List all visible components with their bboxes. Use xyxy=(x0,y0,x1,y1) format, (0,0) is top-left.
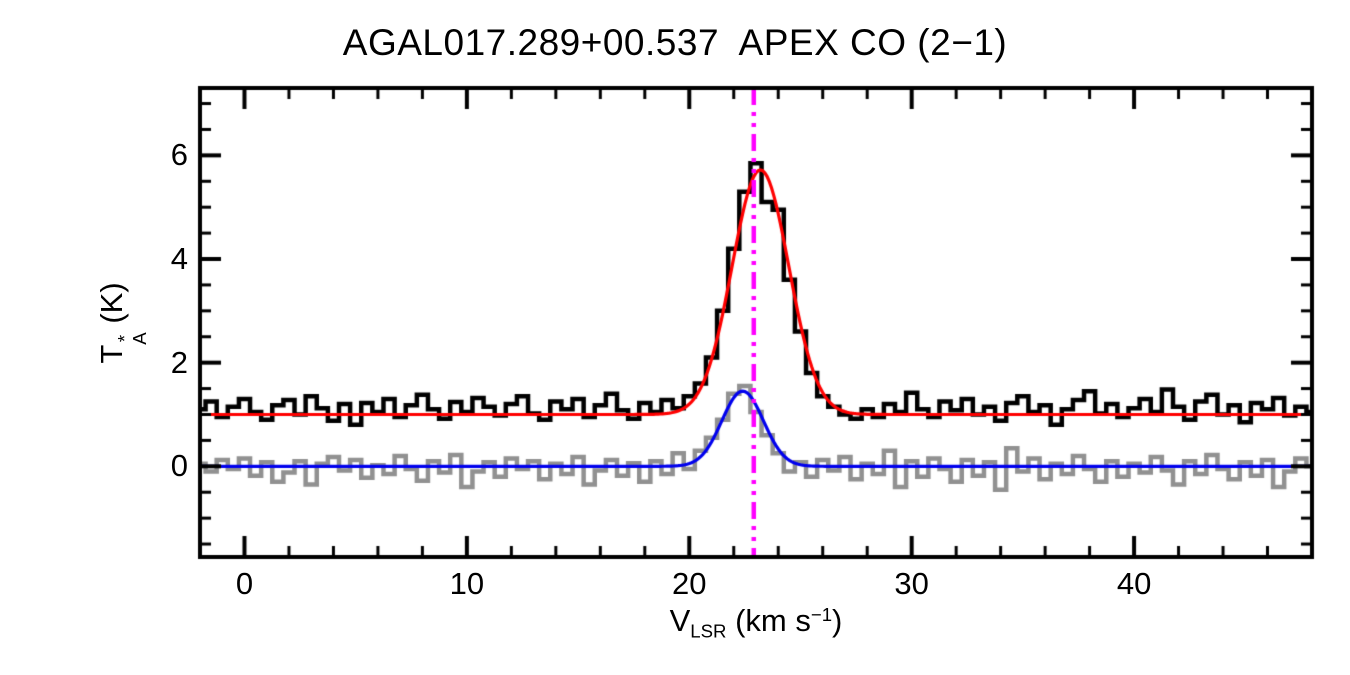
x-tick-label: 0 xyxy=(235,566,254,601)
x-tick-label: 40 xyxy=(1116,566,1152,601)
y-tick-label: 6 xyxy=(170,137,188,173)
chart-title: AGAL017.289+00.537 APEX CO (2−1) xyxy=(342,22,1008,63)
y-tick-label: 2 xyxy=(170,344,188,380)
y-tick-label: 4 xyxy=(170,241,188,277)
x-axis-label-exponent: −1 xyxy=(810,603,833,625)
y-tick-label: 0 xyxy=(170,448,188,484)
x-axis-label-subscript: LSR xyxy=(690,620,727,642)
y-axis-label-scripts: * A xyxy=(114,332,150,345)
x-tick-label: 10 xyxy=(449,566,485,601)
x-axis-label: VLSR (km s−1) xyxy=(456,603,1056,643)
x-tick-label: 30 xyxy=(894,566,929,601)
x-axis-label-close: ) xyxy=(832,603,843,638)
x-axis-label-base: V xyxy=(669,603,691,638)
x-tick-label: 20 xyxy=(672,566,707,601)
y-axis-label-subscript: A xyxy=(128,332,150,345)
y-axis-label: T * A (K) xyxy=(94,173,150,473)
x-axis-label-units: (km s xyxy=(726,603,811,638)
y-axis-label-units: (K) xyxy=(94,282,129,333)
